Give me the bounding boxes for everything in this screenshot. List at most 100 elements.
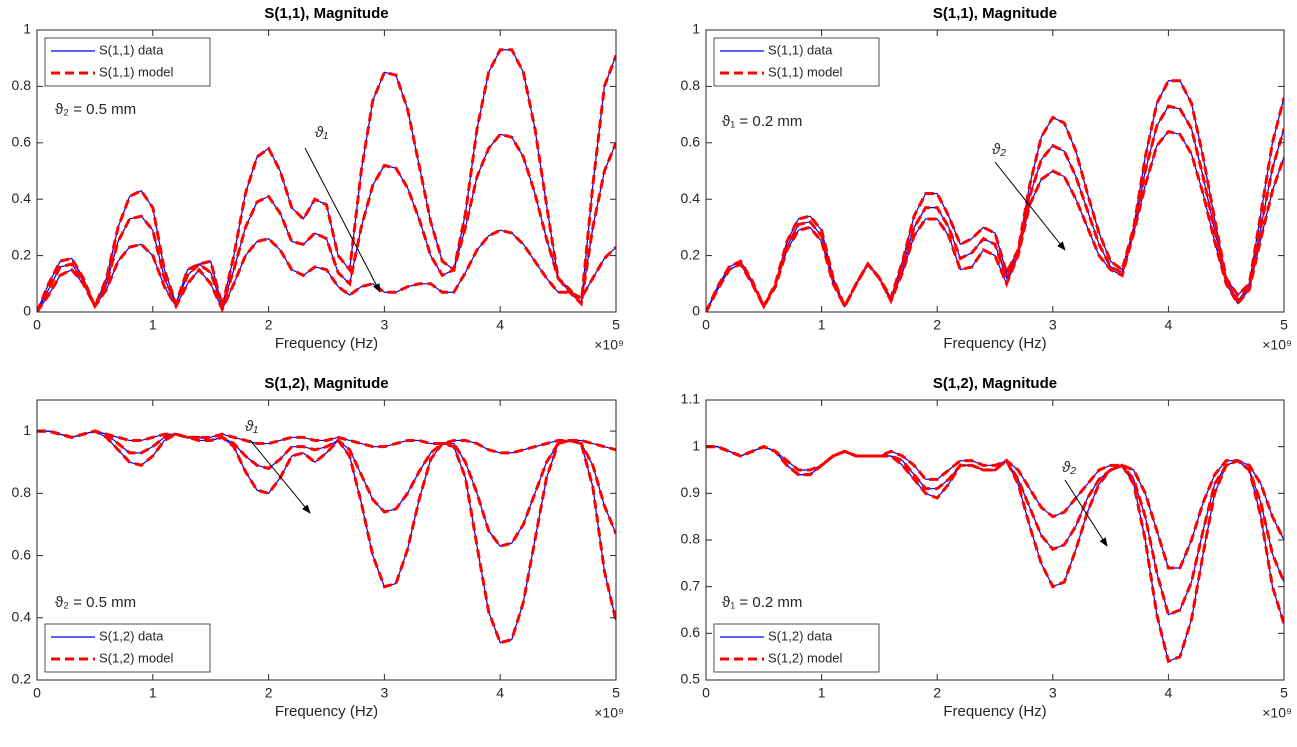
y-tick-label: 0.8 [12,77,32,93]
legend: S(1,1) data S(1,1) model [44,37,211,87]
x-multiplier: ×10⁹ [594,705,624,721]
legend-box [713,623,880,673]
axes-box [36,29,617,313]
y-tick-label: 0.8 [681,531,701,547]
legend-label: S(1,1) data [768,42,833,57]
legend-label: S(1,1) model [768,64,843,79]
y-tick-label: 0.2 [681,246,701,262]
model-line [37,132,616,312]
annotation: ϑ₁ = 0.2 mm [722,113,802,130]
legend-label: S(1,1) data [99,42,164,57]
y-tick-label: 0.6 [12,134,32,150]
legend-box [44,623,211,673]
model-line [37,48,616,312]
plot-lines [37,429,616,645]
model-line [37,429,616,455]
legend-label: S(1,2) model [768,650,843,665]
model-line [37,228,616,312]
data-line [706,130,1284,312]
x-tick-label: 5 [612,685,620,701]
panel-title: S(1,1), Magnitude [264,5,388,22]
x-multiplier: ×10⁹ [594,337,624,353]
y-tick-label: 1 [23,21,31,37]
x-tick-label: 1 [149,685,157,701]
x-axis-label: Frequency (Hz) [275,335,378,352]
x-tick-label: 1 [818,685,826,701]
y-tick-label: 0.2 [12,671,32,687]
y-tick-label: 0.2 [12,246,32,262]
panel-title: S(1,2), Magnitude [264,375,388,392]
annotation: ϑ₁ = 0.2 mm [722,594,802,611]
data-line [37,49,616,312]
x-tick-label: 5 [1280,317,1288,333]
arrow-label: ϑ₁ [245,418,258,435]
legend-label: S(1,2) data [768,628,833,643]
x-tick-label: 1 [818,317,826,333]
legend-label: S(1,2) data [99,628,164,643]
x-tick-label: 3 [381,317,389,333]
data-line [706,105,1284,312]
x-tick-label: 0 [33,317,41,333]
panel-title: S(1,2), Magnitude [933,375,1057,392]
legend: S(1,2) data S(1,2) model [713,623,880,673]
y-tick-label: 0.4 [12,190,32,206]
x-tick-label: 5 [612,317,620,333]
y-tick-label: 0 [23,303,31,319]
y-tick-label: 0.9 [681,484,701,500]
plot-lines [706,79,1284,312]
x-tick-label: 4 [496,317,504,333]
legend-box [44,37,211,87]
x-tick-label: 4 [496,685,504,701]
x-tick-label: 0 [702,317,710,333]
legend: S(1,2) data S(1,2) model [44,623,211,673]
arrow-label: ϑ₂ [1062,459,1076,476]
x-axis-label: Frequency (Hz) [275,703,378,720]
x-tick-label: 3 [1049,685,1057,701]
y-tick-label: 0.6 [12,546,32,562]
x-multiplier: ×10⁹ [1262,705,1292,721]
model-line [706,129,1284,312]
x-tick-label: 3 [1049,317,1057,333]
legend-label: S(1,2) model [99,650,174,665]
model-line [37,429,616,645]
annotation: ϑ₂ = 0.5 mm [55,594,136,611]
plot-lines [37,48,616,312]
y-tick-label: 0.8 [681,77,701,93]
x-axis-label: Frequency (Hz) [943,335,1046,352]
arrow [994,161,1066,251]
x-tick-label: 4 [1165,685,1173,701]
x-tick-label: 2 [933,317,941,333]
y-tick-label: 0.4 [681,190,701,206]
x-tick-label: 4 [1165,317,1173,333]
y-tick-label: 0 [692,303,700,319]
axes-box [705,29,1285,313]
x-tick-label: 2 [265,685,273,701]
legend-box [713,37,880,87]
y-tick-label: 1 [692,437,700,453]
plot-lines [706,445,1284,664]
y-tick-label: 1 [23,422,31,438]
arrow-label: ϑ₂ [992,141,1006,158]
x-tick-label: 1 [149,317,157,333]
y-tick-label: 0.5 [681,671,701,687]
axes-box [36,399,617,681]
legend: S(1,1) data S(1,1) model [713,37,880,87]
x-multiplier: ×10⁹ [1262,337,1292,353]
x-tick-label: 2 [265,317,273,333]
y-tick-label: 1 [692,21,700,37]
model-line [37,429,616,548]
y-tick-label: 0.7 [681,577,701,593]
y-tick-label: 0.6 [681,134,701,150]
model-line [706,445,1284,617]
model-line [706,445,1284,570]
x-tick-label: 2 [933,685,941,701]
legend-label: S(1,1) model [99,64,174,79]
x-tick-label: 5 [1280,685,1288,701]
annotation: ϑ₂ = 0.5 mm [55,101,136,118]
model-line [706,79,1284,312]
y-tick-label: 1.1 [681,391,701,407]
arrow [249,439,311,514]
y-tick-label: 0.4 [12,608,32,624]
arrow [1064,479,1108,547]
